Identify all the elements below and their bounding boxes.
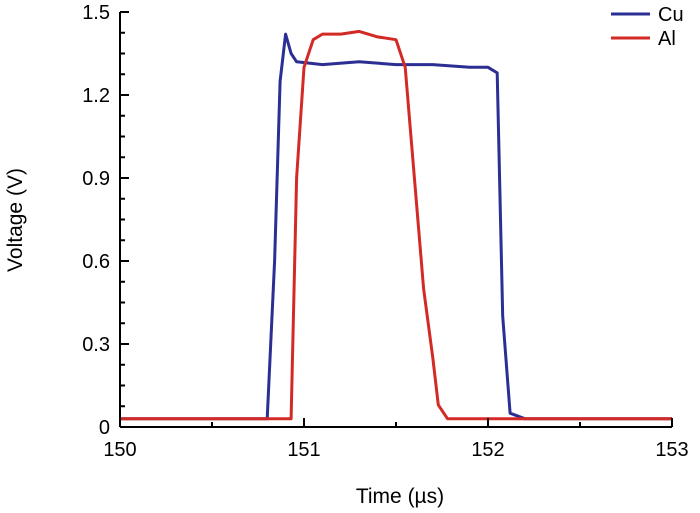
y-tick-label: 1.2 [82, 85, 110, 107]
y-tick-label: 1.5 [82, 2, 110, 24]
x-axis-title: Time (µs) [356, 485, 444, 508]
legend-label-cu: Cu [658, 4, 684, 26]
x-axis-ticks: 150 151 152 153 [103, 418, 689, 461]
plot-area: 150 151 152 153 0 0.3 0.6 0.9 1.2 1.5 [82, 2, 689, 461]
y-tick-label: 0.9 [82, 168, 110, 190]
x-tick-label: 151 [287, 439, 320, 461]
series-al-line [120, 29, 672, 421]
y-tick-label: 0.3 [82, 334, 110, 356]
series-layer [120, 29, 672, 421]
x-tick-label: 150 [103, 439, 136, 461]
series-cu-line [120, 32, 672, 421]
x-tick-label: 152 [471, 439, 504, 461]
x-tick-label: 153 [655, 439, 688, 461]
legend-label-al: Al [658, 28, 676, 50]
y-axis-title: Voltage (V) [4, 168, 27, 272]
y-tick-label: 0 [99, 417, 110, 439]
y-axis-ticks: 0 0.3 0.6 0.9 1.2 1.5 [82, 2, 129, 439]
y-tick-label: 0.6 [82, 251, 110, 273]
